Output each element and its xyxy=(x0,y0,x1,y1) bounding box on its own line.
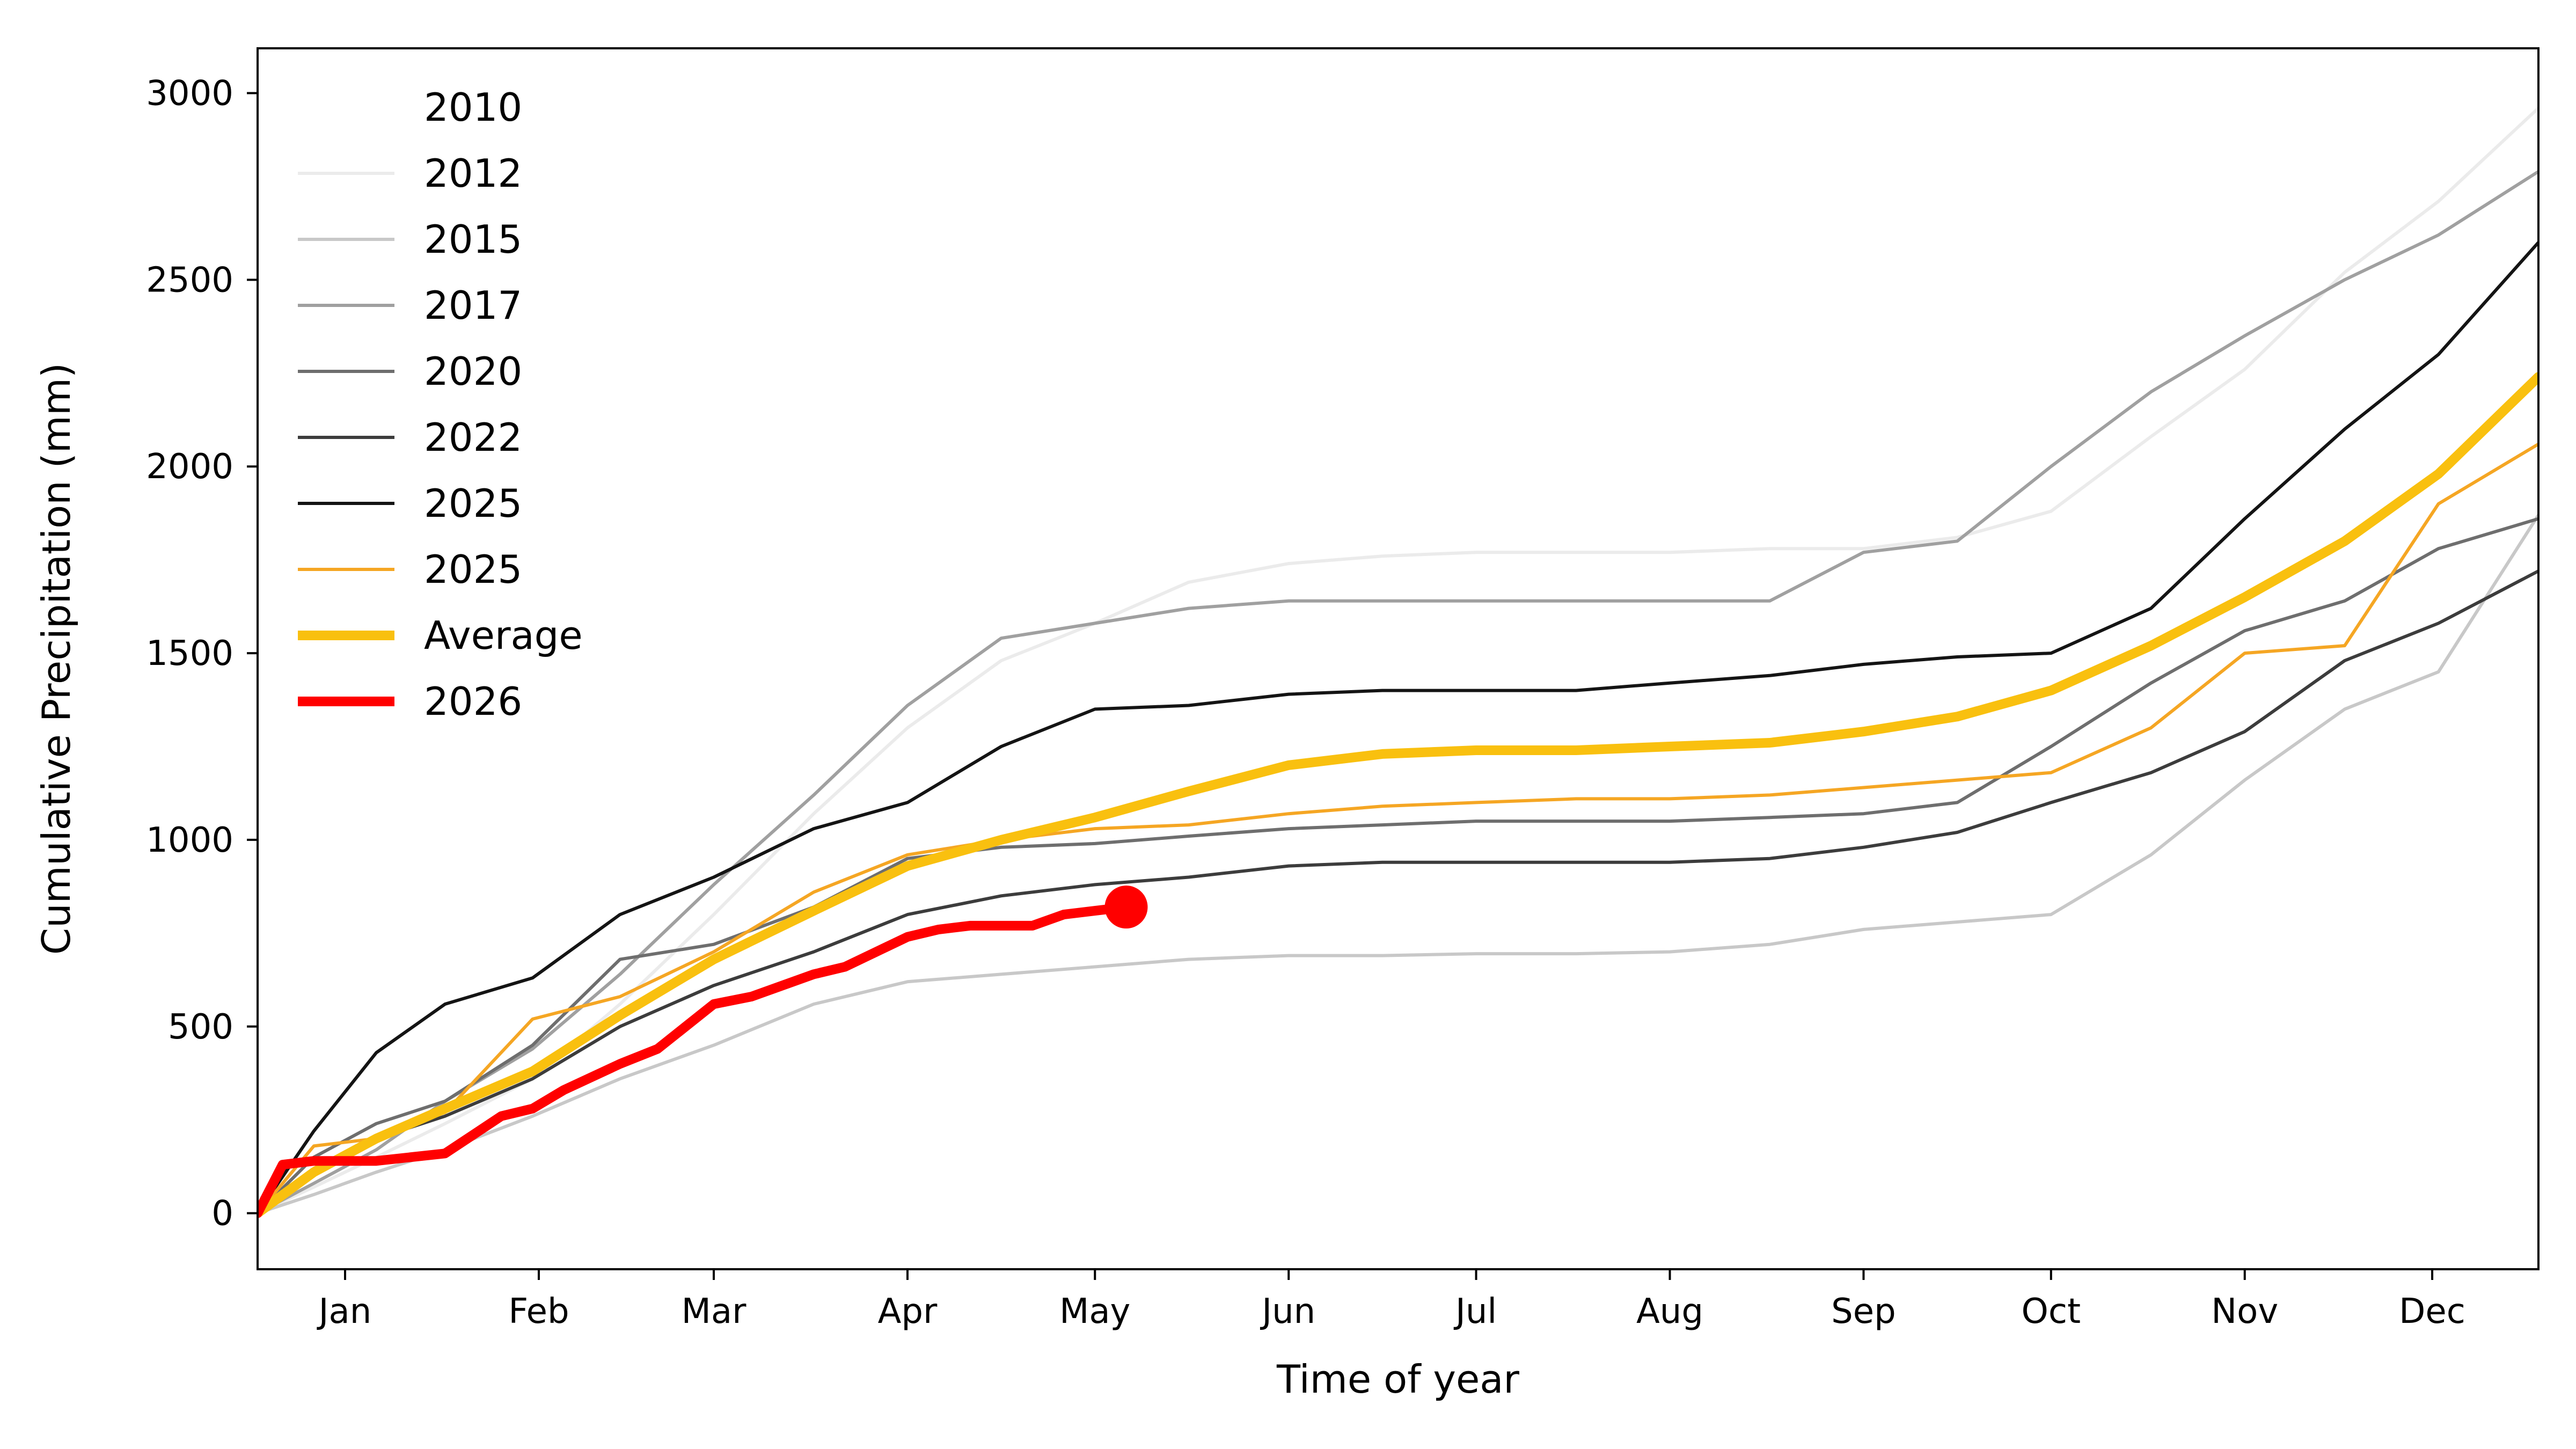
y-axis-label: Cumulative Precipitation (mm) xyxy=(34,363,79,955)
legend: 2010 2012 2015 2017 2020 2022 2025 2025 Average 2… xyxy=(298,85,583,724)
legend-label: 2020 xyxy=(424,349,522,394)
series-end-marker-2026 xyxy=(1104,885,1148,929)
x-tick-label: Jul xyxy=(1453,1292,1497,1331)
x-tick-label: Dec xyxy=(2399,1292,2465,1331)
x-axis: Jan Feb Mar Apr May Jun Jul Aug Sep Oct Nov Dec xyxy=(317,1269,2465,1331)
x-tick-label: Feb xyxy=(508,1292,569,1331)
x-tick-label: Nov xyxy=(2211,1292,2278,1331)
plot-frame xyxy=(257,47,2540,1270)
legend-label: 2017 xyxy=(424,283,522,328)
y-tick-label: 0 xyxy=(211,1194,233,1234)
x-tick-label: Oct xyxy=(2021,1292,2081,1331)
x-tick-label: May xyxy=(1059,1292,1130,1331)
legend-label: Average xyxy=(424,613,583,658)
legend-label: 2012 xyxy=(424,151,522,196)
y-tick-label: 500 xyxy=(168,1007,233,1047)
series-line-2026-9 xyxy=(258,902,1131,1218)
x-axis-label: Time of year xyxy=(1276,1357,1519,1402)
series-line-2015-2 xyxy=(258,513,2538,1215)
series-line-2025-6 xyxy=(258,240,2538,1215)
legend-label: 2015 xyxy=(424,217,522,262)
y-tick-label: 2000 xyxy=(146,447,233,487)
series-line-2025-7 xyxy=(258,442,2538,1215)
legend-label: 2025 xyxy=(424,481,522,526)
x-tick-label: Sep xyxy=(1831,1292,1896,1331)
y-tick-label: 2500 xyxy=(146,260,233,300)
plot-area xyxy=(258,95,2538,1218)
series-line-2020-4 xyxy=(258,517,2538,1215)
x-tick-label: Jun xyxy=(1260,1292,1315,1331)
series-line-2022-5 xyxy=(258,569,2538,1215)
y-tick-label: 1000 xyxy=(146,821,233,860)
series-layer xyxy=(258,95,2538,1218)
legend-label: 2010 xyxy=(424,85,522,130)
legend-label: 2025 xyxy=(424,547,522,592)
series-line-average-8 xyxy=(258,372,2538,1218)
legend-label: 2026 xyxy=(424,679,522,724)
x-tick-label: Jan xyxy=(317,1292,372,1331)
x-tick-label: Mar xyxy=(682,1292,747,1331)
y-tick-label: 3000 xyxy=(146,74,233,113)
series-line-2017-3 xyxy=(258,170,2538,1215)
x-tick-label: Aug xyxy=(1636,1292,1703,1331)
legend-label: 2022 xyxy=(424,415,522,460)
x-tick-label: Apr xyxy=(878,1292,938,1331)
y-axis: 0 500 1000 1500 2000 2500 3000 xyxy=(146,74,258,1234)
y-tick-label: 1500 xyxy=(146,634,233,674)
